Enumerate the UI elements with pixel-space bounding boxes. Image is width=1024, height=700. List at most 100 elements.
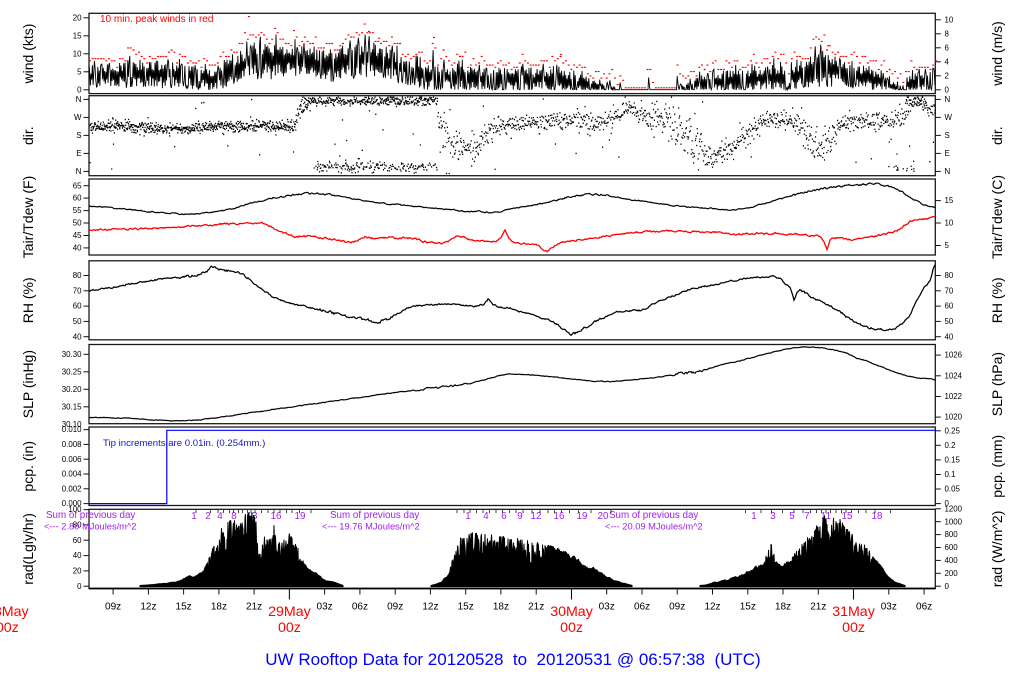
svg-text:5: 5 [789,511,795,522]
svg-text:0.05: 0.05 [945,485,961,494]
svg-text:0.2: 0.2 [945,441,956,450]
svg-text:5: 5 [945,241,950,250]
svg-text:S: S [945,131,950,140]
svg-text:70: 70 [73,286,82,295]
svg-text:Sum of previous day: Sum of previous day [609,510,698,521]
svg-text:80: 80 [73,271,82,280]
svg-text:10: 10 [73,49,82,58]
svg-text:pcp. (mm): pcp. (mm) [989,435,1005,498]
svg-text:N: N [945,95,951,104]
svg-text:15z: 15z [458,602,474,613]
svg-text:28May: 28May [0,604,29,620]
svg-text:200: 200 [945,569,959,578]
svg-text:W: W [945,113,953,122]
svg-text:65: 65 [73,181,82,190]
svg-text:E: E [945,149,950,158]
svg-text:0: 0 [77,85,82,94]
svg-text:6: 6 [501,511,507,522]
svg-text:55: 55 [73,206,82,215]
svg-text:dir.: dir. [989,126,1005,145]
svg-text:1026: 1026 [945,351,963,360]
svg-text:60: 60 [945,302,954,311]
svg-text:400: 400 [945,556,959,565]
svg-text:1022: 1022 [945,392,963,401]
svg-text:40: 40 [73,332,82,341]
svg-text:18z: 18z [493,602,509,613]
svg-text:4: 4 [483,511,489,522]
svg-text:1200: 1200 [945,504,963,513]
svg-text:1: 1 [751,511,756,522]
svg-text:60: 60 [73,536,82,545]
svg-text:30.10: 30.10 [62,420,82,429]
svg-text:03z: 03z [317,602,333,613]
svg-text:UW Rooftop Data for 20120528: UW Rooftop Data for 20120528 to 20120531… [265,650,760,669]
svg-text:60: 60 [73,194,82,203]
svg-text:15: 15 [73,31,82,40]
svg-text:0.008: 0.008 [62,440,82,449]
svg-text:Tair/Tdew (C): Tair/Tdew (C) [989,175,1005,259]
svg-text:10: 10 [945,15,954,24]
svg-text:60: 60 [73,302,82,311]
svg-text:6: 6 [945,43,950,52]
svg-text:Tip increments are 0.01in. (0.: Tip increments are 0.01in. (0.254mm.) [103,438,265,449]
svg-text:03z: 03z [881,602,897,613]
svg-text:15: 15 [842,511,853,522]
svg-text:wind (kts): wind (kts) [20,24,36,85]
svg-text:11: 11 [821,511,831,522]
svg-text:0: 0 [945,582,950,591]
svg-text:40: 40 [945,332,954,341]
svg-text:50: 50 [945,317,954,326]
svg-text:30.25: 30.25 [62,367,82,376]
svg-text:rad(Lgly/hr): rad(Lgly/hr) [20,513,36,585]
svg-text:800: 800 [945,530,959,539]
svg-text:rad (W/m^2): rad (W/m^2) [989,511,1005,588]
svg-text:20: 20 [73,567,82,576]
svg-text:W: W [74,113,82,122]
svg-text:0.000: 0.000 [62,499,82,508]
svg-text:16: 16 [271,511,282,522]
svg-text:40: 40 [73,551,82,560]
svg-text:30May: 30May [550,604,593,620]
svg-text:<--- 20.09 MJoules/m^2: <--- 20.09 MJoules/m^2 [605,522,703,532]
svg-text:4: 4 [945,57,950,66]
svg-text:2: 2 [205,511,210,522]
svg-text:00z: 00z [842,620,865,636]
svg-text:10 min. peak winds in red: 10 min. peak winds in red [100,14,213,25]
svg-text:Tair/Tdew (F): Tair/Tdew (F) [20,176,36,258]
svg-text:0.1: 0.1 [945,470,956,479]
svg-text:50: 50 [73,219,82,228]
svg-text:21z: 21z [528,602,544,613]
svg-text:30.15: 30.15 [62,402,82,411]
svg-text:7: 7 [804,511,809,522]
svg-text:18z: 18z [775,602,791,613]
svg-text:4: 4 [217,511,223,522]
svg-text:30.20: 30.20 [62,385,82,394]
svg-text:8: 8 [945,29,950,38]
svg-text:15z: 15z [740,602,756,613]
svg-text:8: 8 [231,511,237,522]
svg-text:06z: 06z [916,602,932,613]
svg-text:0.15: 0.15 [945,456,961,465]
svg-text:19: 19 [295,511,306,522]
svg-text:0.010: 0.010 [62,425,82,434]
svg-text:45: 45 [73,231,82,240]
svg-text:1: 1 [191,511,196,522]
svg-text:0.006: 0.006 [62,455,82,464]
svg-text:N: N [76,167,82,176]
svg-text:12z: 12z [422,602,438,613]
svg-text:600: 600 [945,543,959,552]
svg-text:0.25: 0.25 [945,426,961,435]
svg-text:12z: 12z [704,602,720,613]
svg-text:dir.: dir. [20,126,36,145]
svg-text:1000: 1000 [945,517,963,526]
svg-text:S: S [76,131,81,140]
svg-text:20: 20 [598,511,609,522]
svg-text:0: 0 [945,85,950,94]
svg-text:06z: 06z [634,602,650,613]
svg-text:03z: 03z [599,602,615,613]
svg-text:0: 0 [945,499,950,508]
svg-text:80: 80 [945,271,954,280]
svg-text:00z: 00z [560,620,583,636]
svg-text:09z: 09z [387,602,403,613]
svg-text:12z: 12z [140,602,156,613]
